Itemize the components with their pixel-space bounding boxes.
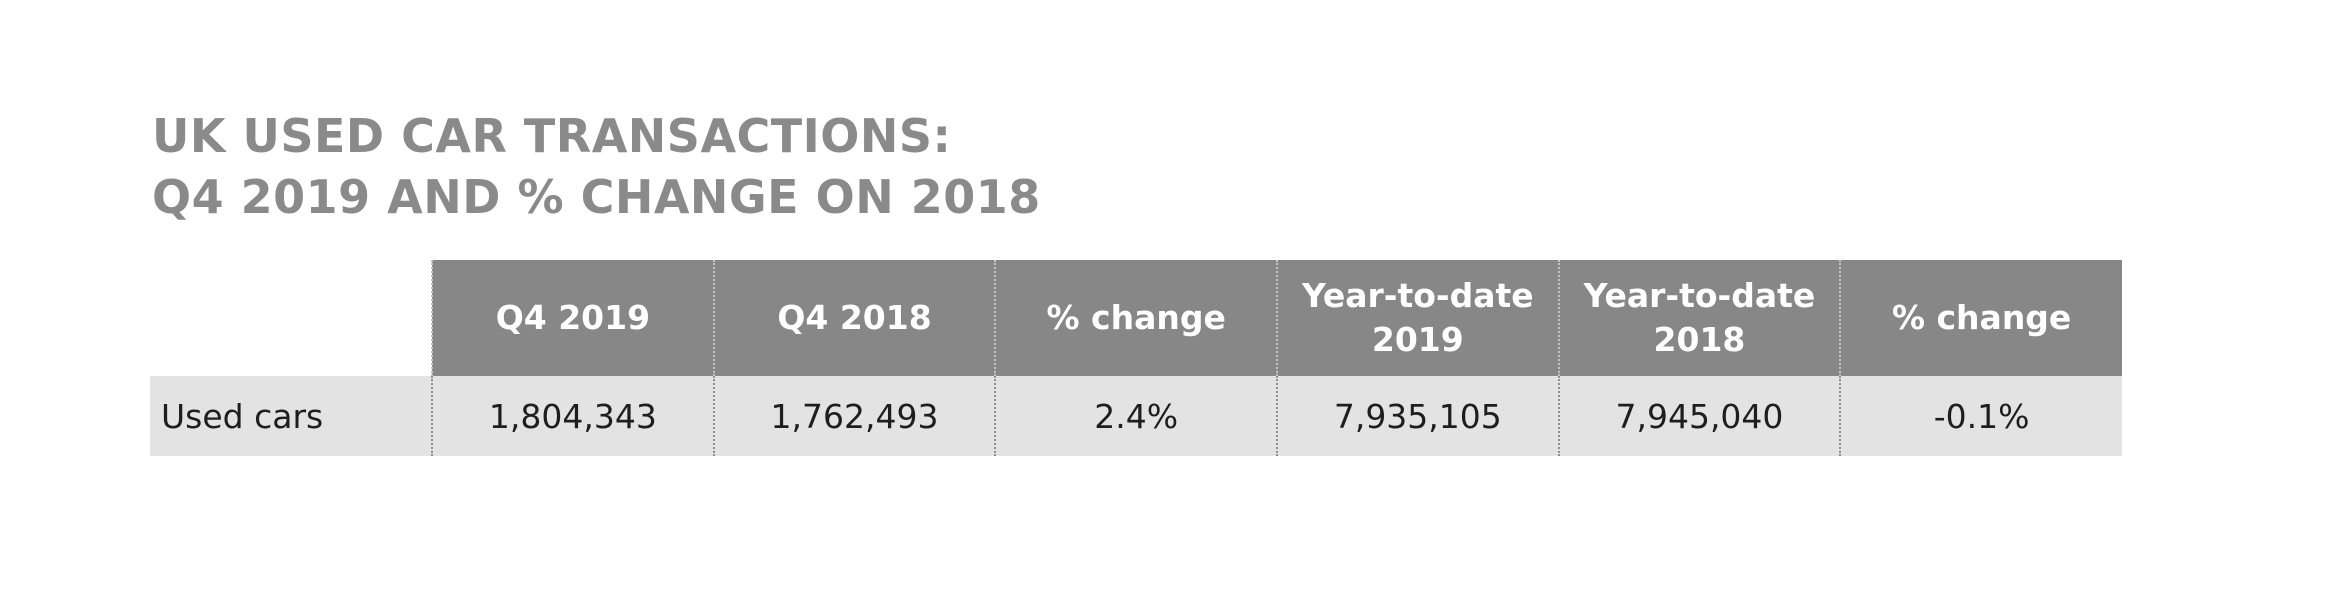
cell-q4-change: 2.4% [994,376,1277,456]
column-header-q4-change: % change [994,260,1277,376]
cell-ytd-2019: 7,935,105 [1275,376,1559,456]
table-row: Used cars 1,804,343 1,762,493 2.4% 7,935… [150,376,2122,456]
column-header-ytd-2018: Year-to-date 2018 [1557,260,1841,376]
header-row: Q4 2019 Q4 2018 % change Year-to-date 20… [150,260,2122,376]
table-title: UK USED CAR TRANSACTIONS: Q4 2019 AND % … [152,106,1041,228]
row-label: Used cars [150,376,433,456]
title-line-1: UK USED CAR TRANSACTIONS: [152,109,952,163]
cell-q4-2018: 1,762,493 [712,376,996,456]
cell-ytd-change: -0.1% [1839,376,2122,456]
title-line-2: Q4 2019 AND % CHANGE ON 2018 [152,170,1041,224]
column-header-q4-2018: Q4 2018 [712,260,996,376]
corner-cell [150,260,433,376]
column-header-ytd-2019: Year-to-date 2019 [1275,260,1559,376]
cell-q4-2019: 1,804,343 [431,376,714,456]
column-header-ytd-change: % change [1839,260,2122,376]
cell-ytd-2018: 7,945,040 [1557,376,1841,456]
used-car-transactions-table: Q4 2019 Q4 2018 % change Year-to-date 20… [150,260,2122,456]
column-header-q4-2019: Q4 2019 [431,260,714,376]
